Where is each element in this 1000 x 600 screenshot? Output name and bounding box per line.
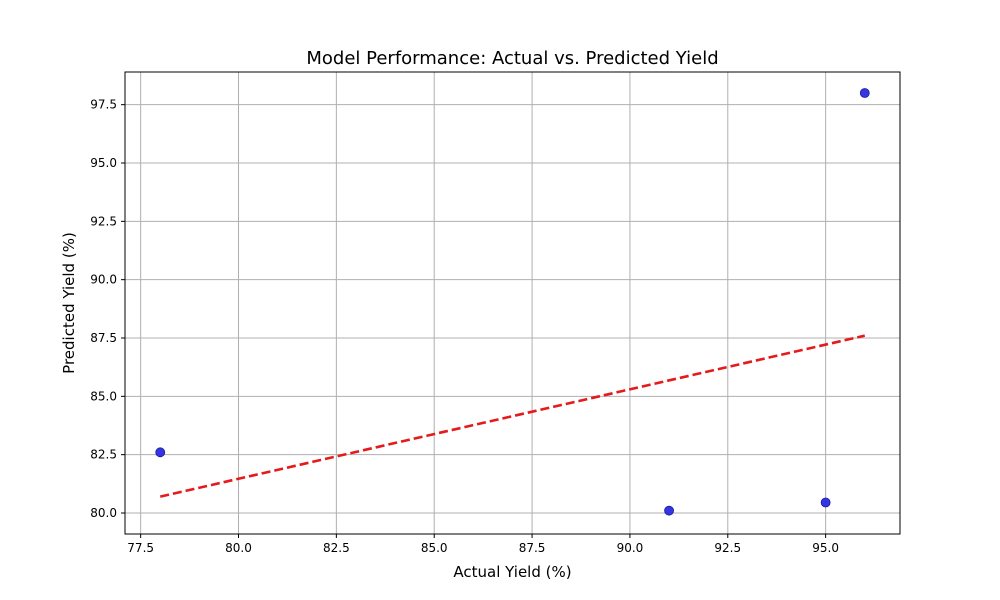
y-tick-label: 85.0: [90, 389, 117, 403]
fit-line: [159, 334, 866, 498]
scatter-point: [820, 497, 831, 508]
x-tick-label: 85.0: [421, 541, 448, 555]
y-tick-label: 97.5: [90, 98, 117, 112]
scatter-point: [155, 447, 166, 458]
x-tick-label: 87.5: [519, 541, 546, 555]
y-axis-label: Predicted Yield (%): [60, 232, 78, 374]
y-axis: 80.0 82.5 85.0 87.5 90.0 92.5 95.0 97.5: [90, 98, 125, 520]
x-tick-label: 90.0: [617, 541, 644, 555]
scatter-point: [664, 505, 674, 516]
points-layer: [155, 88, 870, 516]
x-tick-label: 95.0: [812, 541, 839, 555]
y-tick-label: 92.5: [90, 214, 117, 228]
y-tick-label: 87.5: [90, 331, 117, 345]
x-axis: 77.5 80.0 82.5 85.0 87.5 90.0 92.5 95.0: [127, 534, 839, 555]
x-tick-label: 82.5: [323, 541, 350, 555]
y-tick-label: 82.5: [90, 448, 117, 462]
x-tick-label: 92.5: [714, 541, 741, 555]
y-tick-label: 80.0: [90, 506, 117, 520]
y-tick-label: 90.0: [90, 273, 117, 287]
grid: [125, 72, 900, 534]
fit-line-layer: [159, 334, 866, 498]
scatter-point: [859, 88, 870, 98]
y-tick-label: 95.0: [90, 156, 117, 170]
chart-title: Model Performance: Actual vs. Predicted …: [306, 48, 718, 69]
x-axis-label: Actual Yield (%): [453, 563, 571, 581]
x-tick-label: 77.5: [127, 541, 154, 555]
x-tick-label: 80.0: [225, 541, 252, 555]
plot-frame: [124, 71, 901, 535]
